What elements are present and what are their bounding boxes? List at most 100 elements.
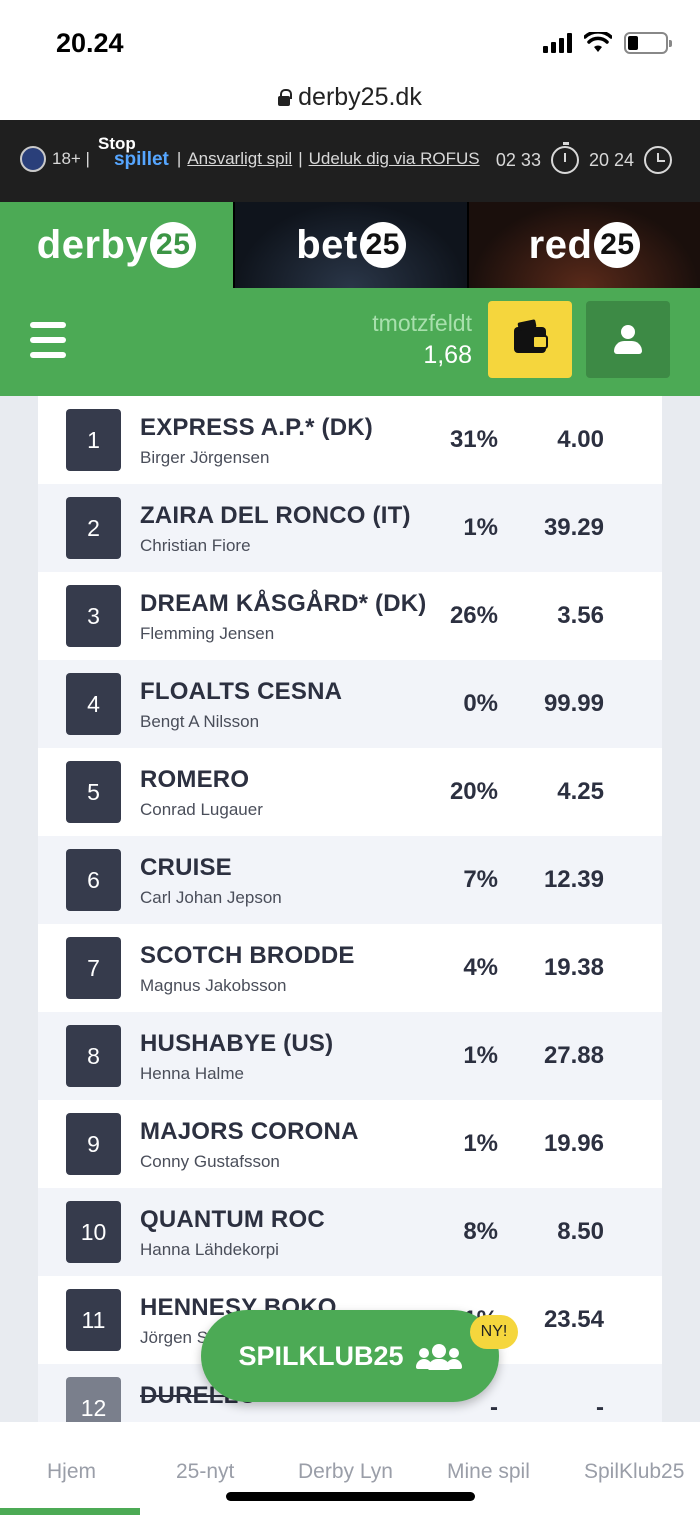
clock-time: 20 24 xyxy=(588,149,634,170)
app-header: tmotzfeldt 1,68 xyxy=(0,288,700,396)
odds: 27.88 xyxy=(543,1042,604,1069)
start-number: 10 xyxy=(66,1201,121,1263)
start-number: 4 xyxy=(66,673,121,735)
race-row[interactable]: 4 FLOALTS CESNA Bengt A Nilsson 0% 99.99 xyxy=(38,660,662,748)
driver-name: Flemming Jensen xyxy=(140,624,275,643)
age-limit: 18+ | xyxy=(52,149,90,168)
wallet-icon xyxy=(514,326,548,353)
driver-name: Jörgen S xyxy=(140,1328,209,1347)
play-percentage: 4% xyxy=(463,954,498,981)
horse-info: EXPRESS A.P.* (DK) Birger Jörgensen xyxy=(140,414,373,468)
horse-name: SCOTCH BRODDE xyxy=(140,942,355,969)
active-tab-indicator xyxy=(0,1508,140,1515)
status-time: 20.24 xyxy=(56,28,124,58)
start-number: 6 xyxy=(66,849,121,911)
play-percentage: 1% xyxy=(463,1042,498,1069)
odds: 99.99 xyxy=(543,690,604,717)
nav-hjem[interactable]: Hjem xyxy=(47,1460,97,1483)
rg-left: 18+ | Stop spillet | Ansvarligt spil | U… xyxy=(20,135,480,172)
nav-25-nyt[interactable]: 25-nyt xyxy=(176,1460,235,1483)
address-bar[interactable]: derby25.dk xyxy=(0,75,700,120)
start-number: 8 xyxy=(66,1025,121,1087)
nav-derby-lyn[interactable]: Derby Lyn xyxy=(298,1460,393,1483)
horse-info: FLOALTS CESNA Bengt A Nilsson xyxy=(140,678,342,732)
stopspillet-logo-top: Stop xyxy=(97,134,136,153)
odds: 19.96 xyxy=(543,1130,604,1157)
race-row[interactable]: 10 QUANTUM ROC Hanna Lähdekorpi 8% 8.50 xyxy=(38,1188,662,1276)
driver-name: Conrad Lugauer xyxy=(140,800,263,819)
user-icon xyxy=(614,324,642,355)
race-row[interactable]: 7 SCOTCH BRODDE Magnus Jakobsson 4% 19.38 xyxy=(38,924,662,1012)
driver-name: Magnus Jakobsson xyxy=(140,976,287,995)
wallet-button[interactable] xyxy=(488,301,572,378)
start-number: 2 xyxy=(66,497,121,559)
battery-icon xyxy=(624,32,672,54)
race-row[interactable]: 3 DREAM KÅSGÅRD* (DK) Flemming Jensen 26% 3.… xyxy=(38,572,662,660)
spilklub-button[interactable]: SPILKLUB25 xyxy=(201,1310,499,1402)
play-percentage: 31% xyxy=(449,426,498,453)
horse-name: ROMERO xyxy=(140,766,250,793)
hamburger-menu-icon[interactable] xyxy=(30,322,66,358)
profile-button[interactable] xyxy=(586,301,670,378)
rofus-link[interactable]: Udeluk dig via ROFUS xyxy=(308,149,480,168)
odds: 3.56 xyxy=(557,602,604,629)
horse-info: ZAIRA DEL RONCO (IT) Christian Fiore xyxy=(140,502,411,556)
odds: 4.25 xyxy=(557,778,604,805)
play-percentage: 8% xyxy=(463,1218,498,1245)
group-icon xyxy=(415,1342,462,1370)
stopwatch-icon xyxy=(550,142,579,174)
horse-info: ROMERO Conrad Lugauer xyxy=(140,766,263,820)
driver-name: Bengt A Nilsson xyxy=(140,712,260,731)
race-row[interactable]: 5 ROMERO Conrad Lugauer 20% 4.25 xyxy=(38,748,662,836)
cellular-signal-icon xyxy=(543,33,572,53)
ansvarligt-spil-link[interactable]: Ansvarligt spil xyxy=(187,149,293,168)
horse-name: ZAIRA DEL RONCO (IT) xyxy=(140,502,411,529)
start-number: 9 xyxy=(66,1113,121,1175)
horse-info: HUSHABYE (US) Henna Halme xyxy=(140,1030,333,1084)
new-badge: NY! xyxy=(470,1315,518,1349)
brand-badge: 25 xyxy=(594,222,641,268)
play-percentage: 7% xyxy=(463,866,498,893)
horse-info: DREAM KÅSGÅRD* (DK) Flemming Jensen xyxy=(140,590,426,644)
race-row[interactable]: 9 MAJORS CORONA Conny Gustafsson 1% 19.96 xyxy=(38,1100,662,1188)
brand-word: red xyxy=(528,222,593,267)
nav-mine-spil[interactable]: Mine spil xyxy=(447,1460,530,1483)
odds: 39.29 xyxy=(543,514,604,541)
odds: 19.38 xyxy=(543,954,604,981)
username: tmotzfeldt xyxy=(372,310,472,336)
race-row[interactable]: 2 ZAIRA DEL RONCO (IT) Christian Fiore 1% 39… xyxy=(38,484,662,572)
race-row[interactable]: 6 CRUISE Carl Johan Jepson 7% 12.39 xyxy=(38,836,662,924)
nav-spilklub25[interactable]: SpilKlub25 xyxy=(584,1460,685,1483)
race-row[interactable]: 8 HUSHABYE (US) Henna Halme 1% 27.88 xyxy=(38,1012,662,1100)
driver-name: Christian Fiore xyxy=(140,536,251,555)
authority-crest-icon xyxy=(20,146,46,172)
start-number: 1 xyxy=(66,409,121,471)
odds: 4.00 xyxy=(557,426,604,453)
race-row[interactable]: 1 EXPRESS A.P.* (DK) Birger Jörgensen 31% 4.… xyxy=(38,396,662,484)
tab-red25[interactable]: red 25 xyxy=(467,202,700,288)
brand-word: derby xyxy=(36,222,149,267)
odds: - xyxy=(596,1394,604,1421)
odds: 23.54 xyxy=(543,1306,604,1333)
tab-derby25[interactable]: derby 25 xyxy=(0,202,233,288)
lock-icon xyxy=(278,88,293,106)
responsible-gaming-bar: 18+ | Stop spillet | Ansvarligt spil | U… xyxy=(0,120,700,202)
horse-info: CRUISE Carl Johan Jepson xyxy=(140,854,282,908)
horse-name: CRUISE xyxy=(140,854,232,881)
user-info: tmotzfeldt 1,68 xyxy=(372,310,472,370)
horse-name: EXPRESS A.P.* (DK) xyxy=(140,414,373,441)
driver-name: Conny Gustafsson xyxy=(140,1152,280,1171)
start-number: 3 xyxy=(66,585,121,647)
stopspillet-logo[interactable]: Stop spillet xyxy=(97,134,169,169)
horse-name: FLOALTS CESNA xyxy=(140,678,343,705)
horse-name: DREAM KÅSGÅRD* (DK) xyxy=(140,590,427,617)
brand-badge: 25 xyxy=(359,222,406,268)
account-balance: 1,68 xyxy=(423,341,472,369)
session-time: 02 33 xyxy=(495,149,541,170)
tab-bet25[interactable]: bet 25 xyxy=(233,202,467,288)
horse-name: QUANTUM ROC xyxy=(140,1206,325,1233)
start-number: 11 xyxy=(66,1289,121,1351)
horse-name: MAJORS CORONA xyxy=(140,1118,359,1145)
spilklub-label: SPILKLUB25 xyxy=(238,1340,404,1371)
